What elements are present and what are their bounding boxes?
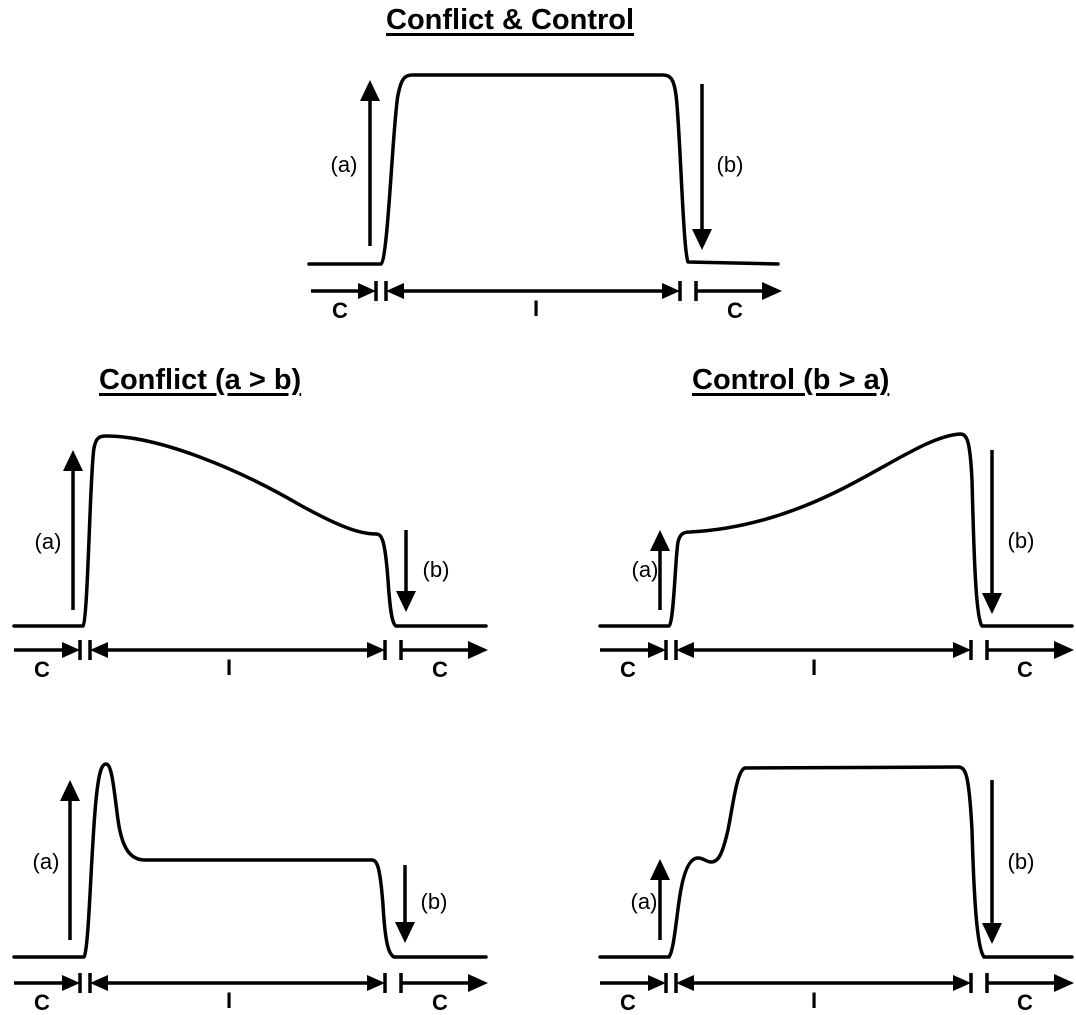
label-a: (a) [331, 152, 358, 177]
label-c-right: C [432, 657, 448, 682]
arrow-a [650, 859, 670, 940]
label-i: I [226, 988, 232, 1013]
arrow-b [692, 84, 712, 250]
label-c-right: C [1017, 657, 1033, 682]
label-a: (a) [33, 849, 60, 874]
panel-conflict-and-control: (a) (b) C I C [307, 73, 782, 323]
label-c-right: C [727, 298, 743, 323]
label-b: (b) [421, 889, 448, 914]
label-c-right: C [432, 990, 448, 1015]
panel-conflict-2: (a) (b) C I C [12, 762, 488, 1015]
arrow-a [63, 450, 83, 610]
label-a: (a) [35, 529, 62, 554]
panel-control-1: (a) (b) C I C [598, 432, 1074, 682]
signal-trace [12, 434, 488, 628]
label-c-left: C [332, 298, 348, 323]
label-i: I [811, 655, 817, 680]
label-i: I [811, 988, 817, 1013]
timeline [14, 640, 488, 660]
arrow-a [360, 80, 380, 246]
label-a: (a) [632, 557, 659, 582]
label-c-left: C [620, 657, 636, 682]
panel-conflict-1: (a) (b) C I C [12, 434, 488, 682]
label-i: I [226, 655, 232, 680]
panel-control-2: (a) (b) C I C [598, 765, 1074, 1015]
signal-trace [598, 765, 1074, 959]
arrow-b [982, 450, 1002, 614]
title-conflict-and-control: Conflict & Control [386, 4, 635, 36]
label-a: (a) [631, 889, 658, 914]
timeline [600, 640, 1074, 660]
timeline [14, 973, 488, 993]
timeline [600, 973, 1074, 993]
timeline [311, 281, 782, 301]
label-b: (b) [1008, 849, 1035, 874]
label-c-left: C [34, 657, 50, 682]
label-c-left: C [620, 990, 636, 1015]
label-c-left: C [34, 990, 50, 1015]
arrow-a [60, 780, 80, 940]
label-b: (b) [717, 152, 744, 177]
arrow-a [650, 530, 670, 610]
arrow-b [982, 780, 1002, 944]
label-b: (b) [423, 557, 450, 582]
arrow-b [396, 530, 416, 612]
signal-trace [307, 73, 780, 266]
label-c-right: C [1017, 990, 1033, 1015]
title-conflict: Conflict (a > b) [99, 364, 302, 396]
label-i: I [533, 296, 539, 321]
arrow-b [395, 865, 415, 943]
signal-trace [598, 432, 1074, 628]
signal-trace [12, 762, 488, 959]
title-control: Control (b > a) [692, 364, 890, 396]
label-b: (b) [1008, 528, 1035, 553]
